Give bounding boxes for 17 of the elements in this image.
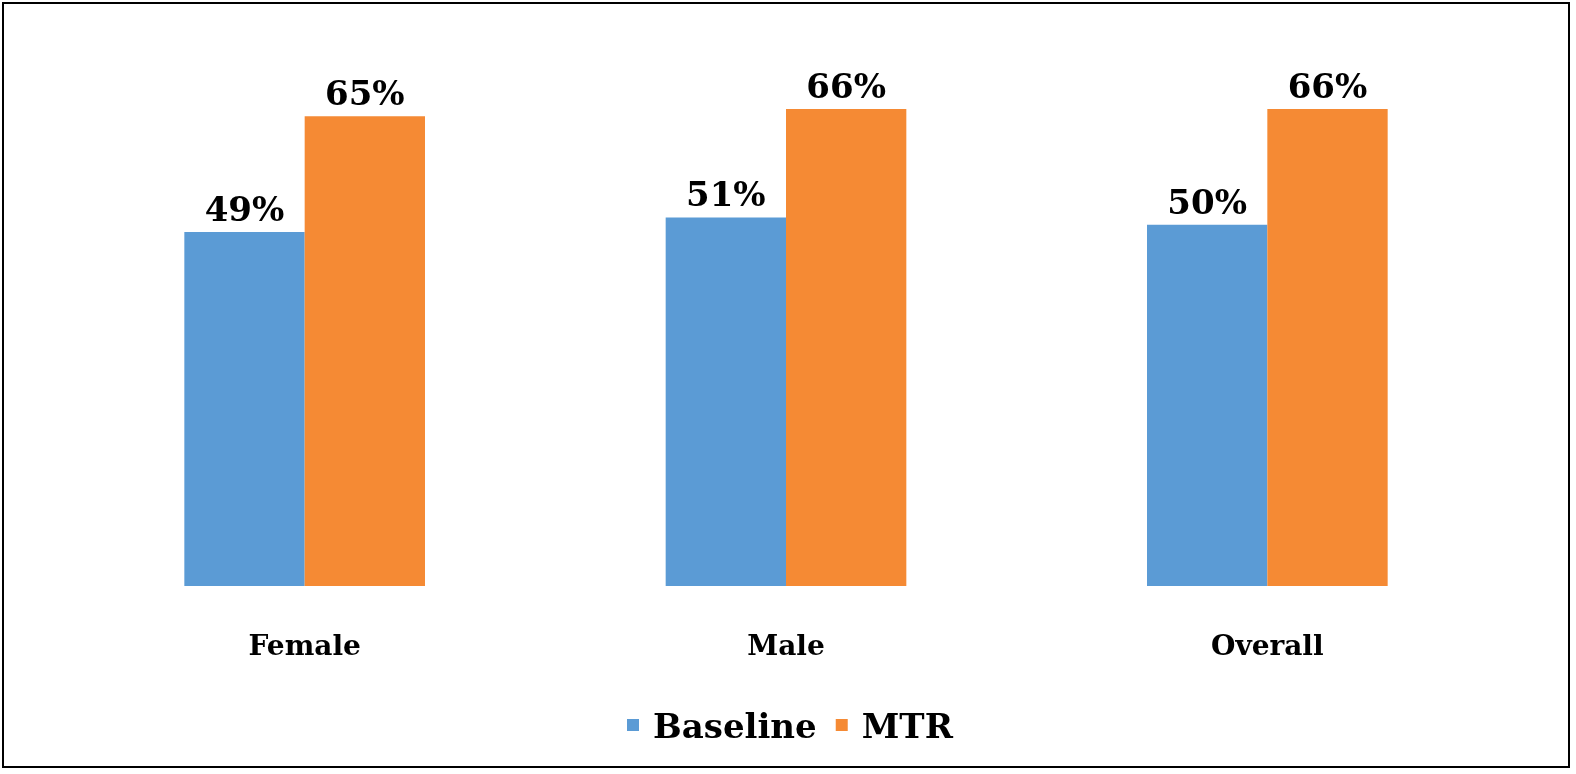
bar xyxy=(1267,109,1388,586)
x-tick-label: Female xyxy=(248,629,361,662)
data-label: 50% xyxy=(1167,181,1247,222)
data-label: 49% xyxy=(204,188,285,229)
data-label: 66% xyxy=(1287,66,1368,107)
bar xyxy=(304,116,425,586)
data-label: 65% xyxy=(325,73,405,114)
data-label: 66% xyxy=(806,66,886,107)
data-label: 51% xyxy=(686,174,766,215)
bar xyxy=(1147,224,1268,586)
bar xyxy=(786,109,907,586)
x-tick-label: Overall xyxy=(1211,629,1324,662)
bar xyxy=(184,231,305,586)
bar xyxy=(665,217,786,586)
legend-label: MTR xyxy=(861,706,954,747)
legend-label: Baseline xyxy=(653,706,817,747)
x-tick-label: Male xyxy=(747,629,825,662)
